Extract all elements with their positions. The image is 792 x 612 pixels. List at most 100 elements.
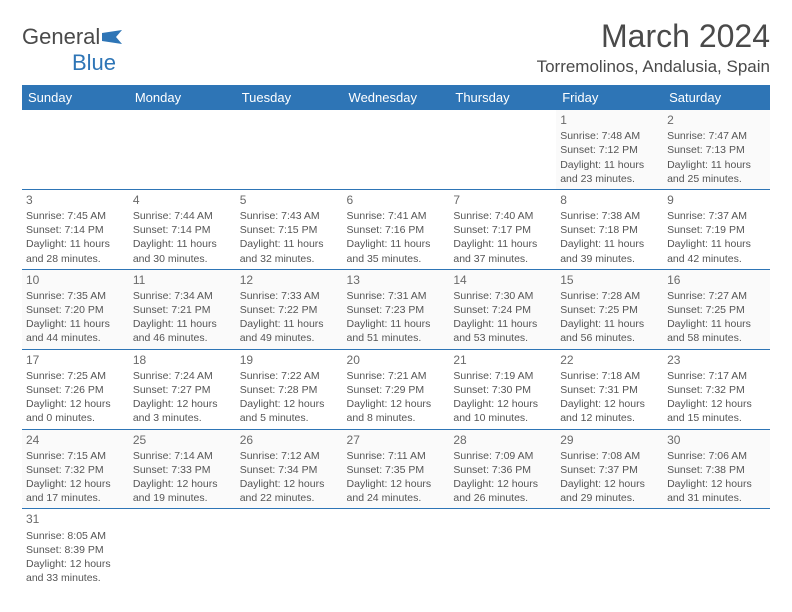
day-number: 13 [347,272,446,288]
daylight-text: Daylight: 11 hours and 25 minutes. [667,158,766,186]
calendar-cell: 28Sunrise: 7:09 AMSunset: 7:36 PMDayligh… [449,429,556,509]
sunset-text: Sunset: 8:39 PM [26,543,125,557]
calendar-week: 1Sunrise: 7:48 AMSunset: 7:12 PMDaylight… [22,110,770,189]
day-info: Sunrise: 7:27 AMSunset: 7:25 PMDaylight:… [667,289,766,346]
sunrise-text: Sunrise: 7:28 AM [560,289,659,303]
calendar-cell: 18Sunrise: 7:24 AMSunset: 7:27 PMDayligh… [129,349,236,429]
calendar-cell: 31Sunrise: 8:05 AMSunset: 8:39 PMDayligh… [22,509,129,588]
calendar-cell: 23Sunrise: 7:17 AMSunset: 7:32 PMDayligh… [663,349,770,429]
day-info: Sunrise: 7:15 AMSunset: 7:32 PMDaylight:… [26,449,125,506]
daylight-text: Daylight: 12 hours and 29 minutes. [560,477,659,505]
daylight-text: Daylight: 12 hours and 26 minutes. [453,477,552,505]
day-number: 24 [26,432,125,448]
day-number: 23 [667,352,766,368]
daylight-text: Daylight: 12 hours and 0 minutes. [26,397,125,425]
calendar-cell: 24Sunrise: 7:15 AMSunset: 7:32 PMDayligh… [22,429,129,509]
page-header: General Blue March 2024 Torremolinos, An… [22,18,770,77]
sunrise-text: Sunrise: 7:40 AM [453,209,552,223]
title-block: March 2024 Torremolinos, Andalusia, Spai… [537,18,770,77]
calendar-cell: 22Sunrise: 7:18 AMSunset: 7:31 PMDayligh… [556,349,663,429]
daylight-text: Daylight: 11 hours and 28 minutes. [26,237,125,265]
sunset-text: Sunset: 7:23 PM [347,303,446,317]
day-number: 30 [667,432,766,448]
calendar-cell: 5Sunrise: 7:43 AMSunset: 7:15 PMDaylight… [236,189,343,269]
sunset-text: Sunset: 7:30 PM [453,383,552,397]
day-number: 18 [133,352,232,368]
day-info: Sunrise: 7:38 AMSunset: 7:18 PMDaylight:… [560,209,659,266]
sunrise-text: Sunrise: 7:35 AM [26,289,125,303]
sunset-text: Sunset: 7:18 PM [560,223,659,237]
calendar-cell [343,509,450,588]
calendar-cell: 14Sunrise: 7:30 AMSunset: 7:24 PMDayligh… [449,269,556,349]
daylight-text: Daylight: 11 hours and 44 minutes. [26,317,125,345]
brand-logo: General Blue [22,24,124,76]
day-header: Wednesday [343,85,450,110]
sunrise-text: Sunrise: 7:22 AM [240,369,339,383]
daylight-text: Daylight: 11 hours and 58 minutes. [667,317,766,345]
day-number: 3 [26,192,125,208]
day-number: 25 [133,432,232,448]
calendar-week: 24Sunrise: 7:15 AMSunset: 7:32 PMDayligh… [22,429,770,509]
sunrise-text: Sunrise: 7:11 AM [347,449,446,463]
day-header: Thursday [449,85,556,110]
day-info: Sunrise: 7:40 AMSunset: 7:17 PMDaylight:… [453,209,552,266]
sunrise-text: Sunrise: 7:48 AM [560,129,659,143]
sunset-text: Sunset: 7:33 PM [133,463,232,477]
day-info: Sunrise: 7:25 AMSunset: 7:26 PMDaylight:… [26,369,125,426]
sunset-text: Sunset: 7:19 PM [667,223,766,237]
calendar-cell: 20Sunrise: 7:21 AMSunset: 7:29 PMDayligh… [343,349,450,429]
daylight-text: Daylight: 12 hours and 8 minutes. [347,397,446,425]
daylight-text: Daylight: 11 hours and 30 minutes. [133,237,232,265]
calendar-cell: 2Sunrise: 7:47 AMSunset: 7:13 PMDaylight… [663,110,770,189]
sunrise-text: Sunrise: 7:38 AM [560,209,659,223]
day-number: 29 [560,432,659,448]
calendar-cell [449,509,556,588]
calendar-cell: 7Sunrise: 7:40 AMSunset: 7:17 PMDaylight… [449,189,556,269]
day-header: Friday [556,85,663,110]
day-info: Sunrise: 7:48 AMSunset: 7:12 PMDaylight:… [560,129,659,186]
day-header: Tuesday [236,85,343,110]
calendar-week: 17Sunrise: 7:25 AMSunset: 7:26 PMDayligh… [22,349,770,429]
daylight-text: Daylight: 12 hours and 10 minutes. [453,397,552,425]
calendar-cell: 26Sunrise: 7:12 AMSunset: 7:34 PMDayligh… [236,429,343,509]
day-info: Sunrise: 8:05 AMSunset: 8:39 PMDaylight:… [26,529,125,586]
sunset-text: Sunset: 7:13 PM [667,143,766,157]
day-info: Sunrise: 7:41 AMSunset: 7:16 PMDaylight:… [347,209,446,266]
daylight-text: Daylight: 11 hours and 56 minutes. [560,317,659,345]
day-info: Sunrise: 7:08 AMSunset: 7:37 PMDaylight:… [560,449,659,506]
sunset-text: Sunset: 7:24 PM [453,303,552,317]
sunset-text: Sunset: 7:38 PM [667,463,766,477]
sunset-text: Sunset: 7:29 PM [347,383,446,397]
day-info: Sunrise: 7:43 AMSunset: 7:15 PMDaylight:… [240,209,339,266]
flag-icon [102,24,124,49]
day-number: 20 [347,352,446,368]
sunset-text: Sunset: 7:35 PM [347,463,446,477]
sunset-text: Sunset: 7:31 PM [560,383,659,397]
daylight-text: Daylight: 11 hours and 39 minutes. [560,237,659,265]
day-number: 15 [560,272,659,288]
calendar-cell: 9Sunrise: 7:37 AMSunset: 7:19 PMDaylight… [663,189,770,269]
day-number: 5 [240,192,339,208]
calendar-cell [663,509,770,588]
sunrise-text: Sunrise: 7:18 AM [560,369,659,383]
daylight-text: Daylight: 12 hours and 15 minutes. [667,397,766,425]
sunrise-text: Sunrise: 7:44 AM [133,209,232,223]
calendar-body: 1Sunrise: 7:48 AMSunset: 7:12 PMDaylight… [22,110,770,588]
sunrise-text: Sunrise: 7:14 AM [133,449,232,463]
sunrise-text: Sunrise: 7:06 AM [667,449,766,463]
day-info: Sunrise: 7:06 AMSunset: 7:38 PMDaylight:… [667,449,766,506]
daylight-text: Daylight: 12 hours and 12 minutes. [560,397,659,425]
sunset-text: Sunset: 7:22 PM [240,303,339,317]
sunset-text: Sunset: 7:32 PM [667,383,766,397]
calendar-cell [556,509,663,588]
day-number: 8 [560,192,659,208]
sunrise-text: Sunrise: 7:17 AM [667,369,766,383]
sunset-text: Sunset: 7:21 PM [133,303,232,317]
daylight-text: Daylight: 11 hours and 42 minutes. [667,237,766,265]
sunrise-text: Sunrise: 7:15 AM [26,449,125,463]
sunrise-text: Sunrise: 7:24 AM [133,369,232,383]
calendar-cell: 4Sunrise: 7:44 AMSunset: 7:14 PMDaylight… [129,189,236,269]
day-number: 22 [560,352,659,368]
sunrise-text: Sunrise: 7:43 AM [240,209,339,223]
calendar-cell: 8Sunrise: 7:38 AMSunset: 7:18 PMDaylight… [556,189,663,269]
